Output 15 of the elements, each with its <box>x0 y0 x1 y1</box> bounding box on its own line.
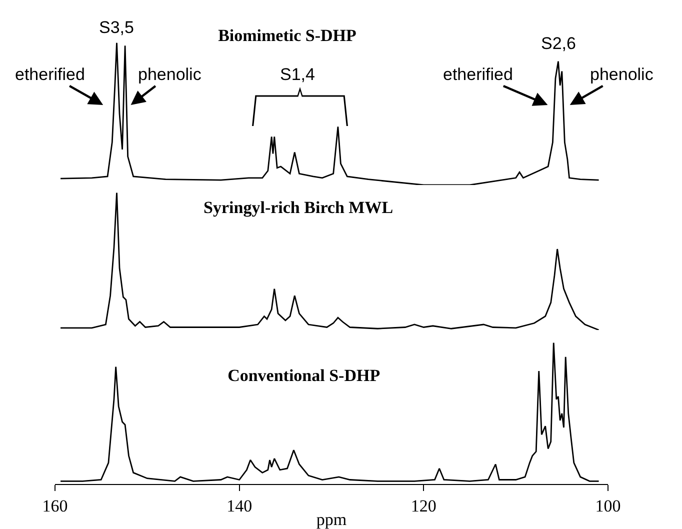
chart-title: Syringyl-rich Birch MWL <box>204 198 394 217</box>
annotation: etherified <box>443 65 513 84</box>
chart-title: Biomimetic S-DHP <box>218 26 356 45</box>
annotation: phenolic <box>138 65 202 84</box>
annotation: phenolic <box>590 65 654 84</box>
x-tick-label: 160 <box>42 496 68 516</box>
text: Conventional S-DHP <box>228 366 380 385</box>
text: S3,5 <box>99 18 134 37</box>
x-tick-label: 100 <box>595 496 621 516</box>
x-tick-label: 120 <box>410 496 436 516</box>
annotation: etherified <box>15 65 85 84</box>
x-axis-title: ppm <box>316 510 347 529</box>
x-tick-label: 140 <box>226 496 252 516</box>
annotation: S1,4 <box>280 65 315 84</box>
annotation: S2,6 <box>541 34 576 53</box>
